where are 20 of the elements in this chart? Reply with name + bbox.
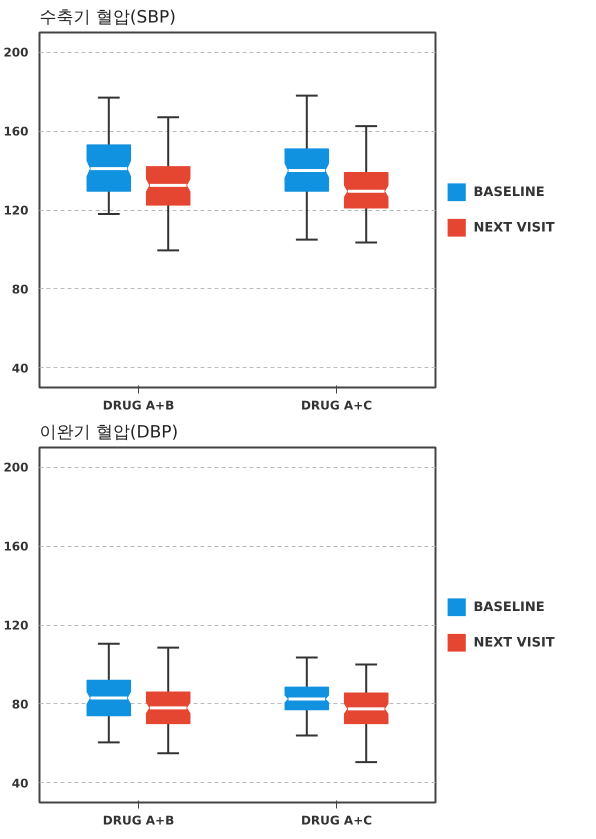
legend-label: BASELINE [474,600,545,615]
x-tick-label: DRUG A+B [102,398,174,412]
y-tick-label: 80 [12,282,29,296]
legend-label: NEXT VISIT [474,635,555,650]
x-tick-label: DRUG A+B [102,814,174,828]
y-tick-label: 160 [3,124,29,139]
y-tick-label: 40 [12,776,29,790]
y-tick-label: 40 [12,361,29,376]
legend-label: NEXT VISIT [474,220,555,236]
y-tick-label: 120 [3,204,29,218]
y-tick-label: 200 [3,46,29,60]
y-tick-label: 120 [3,618,29,632]
y-tick-label: 200 [3,460,29,475]
chart-title: 수축기 혈압(SBP) [40,8,176,28]
y-tick-label: 80 [12,697,29,712]
x-tick-label: DRUG A+C [300,814,372,828]
x-tick-label: DRUG A+C [300,398,372,412]
y-tick-label: 160 [3,540,29,554]
chart-title: 이완기 혈압(DBP) [40,422,178,442]
legend-label: BASELINE [474,184,545,200]
